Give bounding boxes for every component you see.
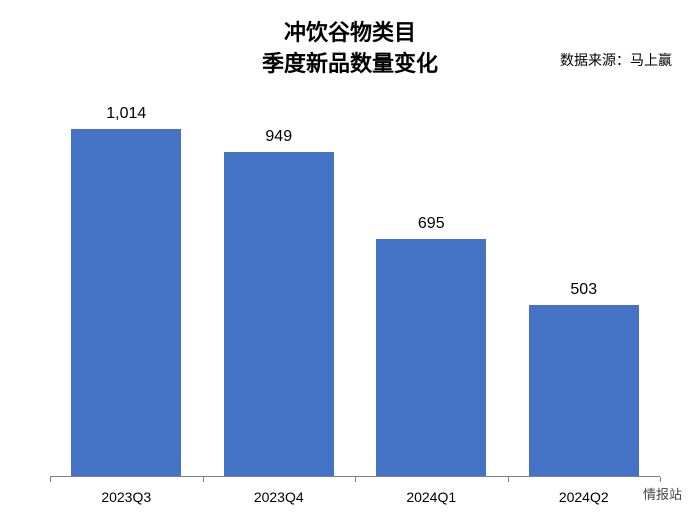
plot-area: 1,014 949 695 503 bbox=[50, 100, 660, 477]
bar-group-0: 1,014 bbox=[50, 100, 203, 477]
x-label-1: 2023Q4 bbox=[203, 489, 356, 505]
data-source-label: 数据来源：马上赢 bbox=[560, 50, 672, 70]
bar-0 bbox=[71, 129, 181, 477]
bar-3 bbox=[529, 305, 639, 477]
bar-group-2: 695 bbox=[355, 100, 508, 477]
bar-group-3: 503 bbox=[508, 100, 661, 477]
bar-2 bbox=[376, 239, 486, 477]
x-label-3: 2024Q2 bbox=[508, 489, 661, 505]
watermark-text: 情报站 bbox=[643, 484, 682, 503]
x-tick bbox=[355, 477, 356, 482]
bar-value-label: 503 bbox=[570, 281, 597, 299]
x-tick bbox=[50, 477, 51, 482]
bar-value-label: 949 bbox=[265, 128, 292, 146]
x-label-2: 2024Q1 bbox=[355, 489, 508, 505]
x-axis-labels: 2023Q3 2023Q4 2024Q1 2024Q2 bbox=[50, 489, 660, 505]
x-tick bbox=[508, 477, 509, 482]
bar-value-label: 695 bbox=[418, 215, 445, 233]
x-tick bbox=[660, 477, 661, 482]
bar-1 bbox=[224, 152, 334, 477]
bars-group: 1,014 949 695 503 bbox=[50, 100, 660, 477]
chart-title-line1: 冲饮谷物类目 bbox=[0, 18, 700, 49]
x-label-0: 2023Q3 bbox=[50, 489, 203, 505]
bar-value-label: 1,014 bbox=[106, 105, 146, 123]
bar-group-1: 949 bbox=[203, 100, 356, 477]
chart-container: 冲饮谷物类目 季度新品数量变化 数据来源：马上赢 1,014 949 695 5… bbox=[0, 0, 700, 517]
x-tick bbox=[203, 477, 204, 482]
